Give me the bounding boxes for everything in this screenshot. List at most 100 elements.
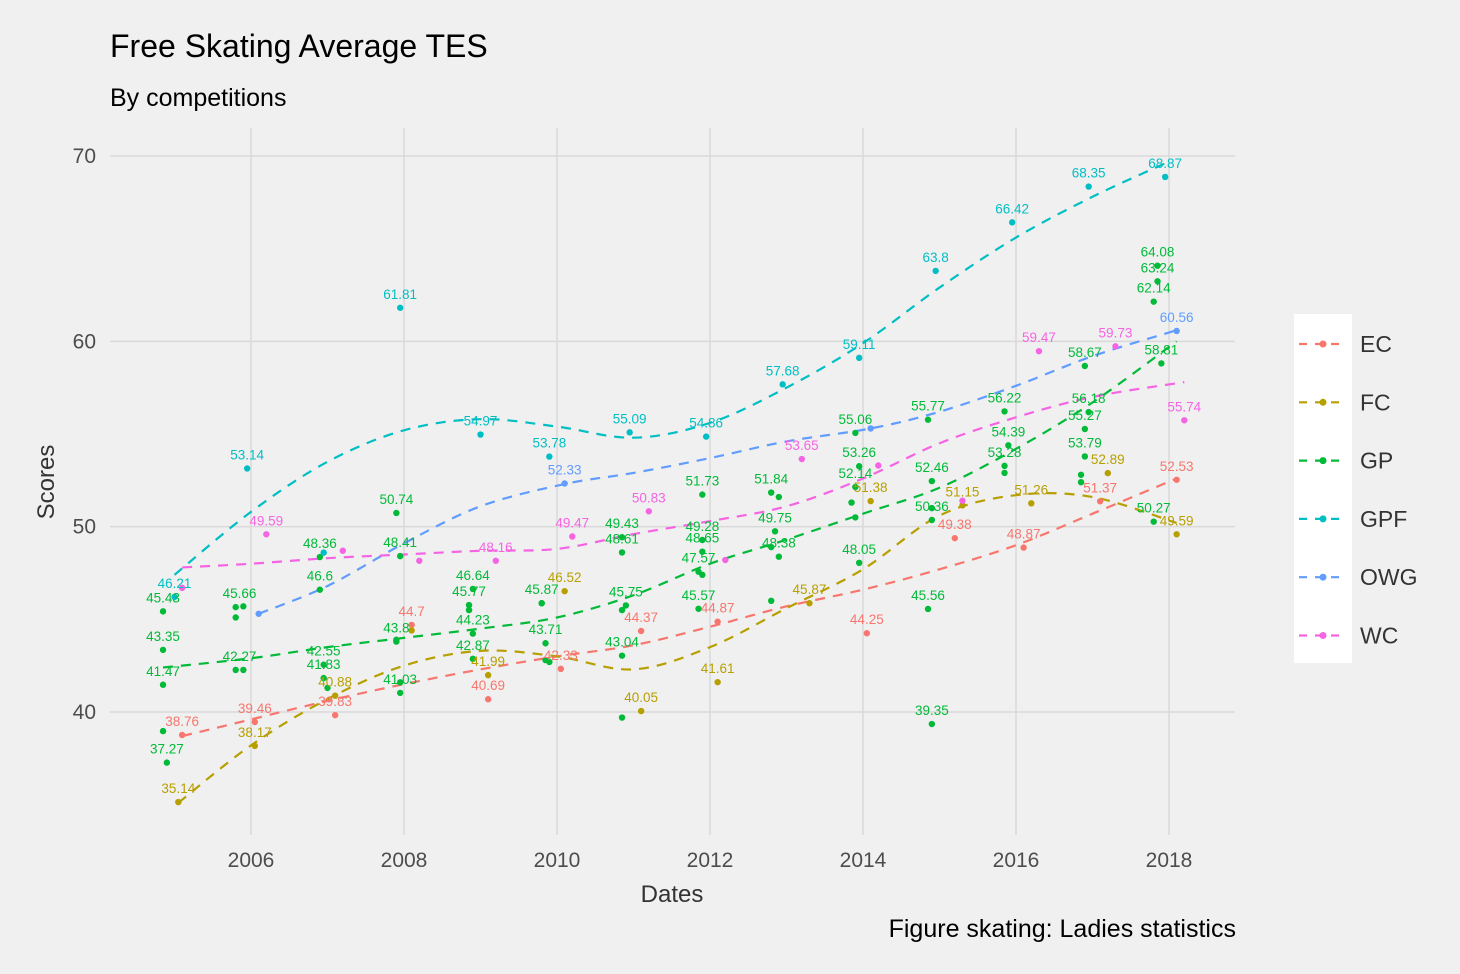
point-ec	[331, 711, 339, 719]
point-fc	[561, 587, 568, 595]
point-gp	[928, 720, 936, 728]
data-label-gp: 49.75	[758, 510, 792, 525]
point-gp	[848, 499, 855, 506]
data-label-gpf: 66.42	[995, 201, 1029, 216]
trend-line-fc	[177, 492, 1177, 804]
point-owg	[561, 480, 568, 487]
point-gp	[1001, 469, 1008, 477]
point-gpf	[1161, 173, 1169, 181]
data-label-gp: 56.22	[988, 390, 1022, 405]
point-wc	[339, 547, 346, 554]
data-label-gp: 48.61	[605, 531, 639, 546]
point-gp	[924, 605, 932, 613]
data-label-gp: 53.28	[988, 445, 1022, 460]
point-wc	[959, 497, 966, 504]
data-label-fc: 45.87	[793, 582, 827, 597]
data-label-gp: 45.43	[146, 590, 180, 605]
point-ec	[178, 731, 186, 739]
point-gpf	[243, 465, 251, 472]
point-ec	[951, 534, 958, 542]
data-label-gp: 48.41	[383, 535, 417, 550]
data-label-fc: 41.61	[701, 661, 735, 676]
data-label-gpf: 46.21	[158, 576, 192, 591]
data-label-gp: 48.65	[685, 531, 719, 546]
data-label-gp: 50.27	[1137, 501, 1171, 516]
trend-line-owg	[258, 329, 1177, 615]
data-label-wc: 49.59	[249, 513, 283, 528]
chart-caption: Figure skating: Ladies statistics	[889, 915, 1236, 943]
point-fc	[959, 502, 966, 509]
data-label-wc: 59.47	[1022, 330, 1056, 345]
point-gp	[852, 483, 859, 491]
point-gp	[159, 681, 167, 688]
data-label-gp: 41.83	[307, 657, 341, 672]
point-gp	[699, 536, 706, 544]
data-label-gp: 55.27	[1068, 408, 1102, 423]
chart-subtitle: By competitions	[110, 84, 286, 112]
point-gpf	[855, 354, 863, 362]
point-gp	[324, 684, 331, 692]
data-label-ec: 38.76	[165, 714, 199, 729]
data-label-gp: 42.27	[223, 649, 257, 664]
point-wc	[1112, 343, 1119, 350]
point-gp	[618, 549, 626, 556]
point-gp	[316, 586, 324, 593]
point-fc	[867, 497, 874, 505]
data-label-owg: 52.33	[548, 462, 582, 477]
point-gpf	[626, 429, 633, 436]
point-fc	[251, 742, 259, 750]
point-gp	[1154, 278, 1161, 285]
data-label-gpf: 53.78	[532, 436, 566, 451]
y-tick-label: 40	[73, 701, 96, 724]
point-gp	[771, 528, 779, 535]
point-wc	[263, 531, 270, 538]
point-ec	[863, 630, 871, 637]
point-gpf	[396, 304, 404, 311]
data-label-gp: 54.39	[991, 424, 1025, 439]
data-points	[159, 173, 1188, 806]
point-gp	[469, 630, 477, 637]
point-fc	[408, 627, 415, 634]
point-gp	[163, 759, 171, 766]
data-label-gpf: 54.97	[464, 414, 498, 429]
data-label-wc: 53.65	[785, 438, 819, 453]
point-gp	[232, 614, 239, 621]
x-axis-label: Dates	[641, 881, 704, 908]
data-label-gp: 43.04	[605, 635, 639, 650]
legend-label: OWG	[1360, 564, 1418, 590]
point-gp	[1001, 462, 1008, 470]
data-label-wc: 59.73	[1099, 325, 1133, 340]
data-label-gp: 45.75	[609, 584, 643, 599]
point-gp	[396, 679, 404, 686]
point-gp	[538, 600, 545, 607]
data-label-gpf: 68.87	[1148, 156, 1182, 171]
point-gp	[393, 636, 400, 643]
data-label-gp: 41.47	[146, 664, 180, 679]
data-label-fc: 51.38	[854, 480, 888, 495]
point-fc	[484, 671, 492, 679]
point-gp	[1077, 471, 1085, 478]
point-gp	[1158, 360, 1165, 367]
data-label-gpf: 54.86	[689, 416, 723, 431]
point-fc	[175, 798, 182, 806]
legend-label: GPF	[1360, 506, 1407, 532]
legend-item-gp: GP	[1299, 448, 1393, 474]
point-gp	[240, 603, 247, 610]
point-gp	[1005, 442, 1012, 449]
point-ec	[1173, 476, 1180, 483]
data-label-ec: 44.25	[850, 612, 884, 627]
point-ec	[557, 665, 565, 673]
data-label-gp: 50.74	[379, 492, 413, 507]
point-gp	[928, 477, 936, 485]
data-label-gp: 46.6	[307, 569, 333, 584]
point-gp	[622, 602, 630, 609]
data-label-gp: 52.46	[915, 460, 949, 475]
point-fc	[1173, 531, 1180, 538]
legend-point-swatch	[1319, 515, 1327, 523]
data-label-gpf: 55.09	[613, 411, 647, 426]
data-label-gp: 50.36	[915, 499, 949, 514]
point-gp	[1001, 408, 1008, 415]
data-label-gp: 41.03	[383, 672, 417, 687]
point-gp	[928, 516, 936, 524]
